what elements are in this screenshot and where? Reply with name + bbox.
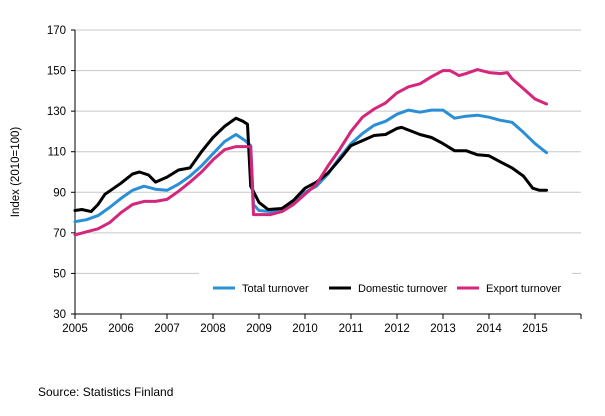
x-tick-label: 2010 — [292, 323, 318, 335]
series-line-export-turnover — [73, 68, 548, 237]
gridlines — [75, 29, 581, 274]
y-tick-label: 150 — [47, 66, 66, 78]
x-tick-label: 2007 — [154, 323, 180, 335]
legend-label: Total turnover — [242, 283, 309, 295]
x-tick-labels: 2005 2006 2007 2008 2009 2010 2011 2012 2013 2014… — [62, 323, 548, 335]
x-tick-label: 2013 — [430, 323, 456, 335]
y-tick-label: 90 — [53, 187, 66, 199]
source-note: Source: Statistics Finland — [38, 385, 173, 399]
x-tick-label: 2014 — [476, 323, 502, 335]
y-tick-label: 50 — [53, 268, 66, 280]
x-tick-label: 2015 — [522, 323, 548, 335]
series-line-domestic-turnover — [73, 116, 548, 214]
y-tick-label: 110 — [48, 147, 66, 159]
x-tick-label: 2011 — [339, 323, 364, 335]
x-tick-label: 2006 — [108, 323, 134, 335]
x-tick-label: 2008 — [200, 323, 226, 335]
y-tick-label: 70 — [53, 228, 66, 240]
y-tick-label: 30 — [53, 309, 66, 321]
x-tick-label: 2005 — [62, 323, 88, 335]
y-tick-label: 130 — [47, 106, 66, 118]
legend: Total turnover Domestic turnover Export tu… — [199, 270, 572, 310]
legend-label: Export turnover — [486, 283, 562, 295]
x-tick-label: 2012 — [384, 323, 410, 335]
x-tick-label: 2009 — [246, 323, 272, 335]
y-tick-labels: 30 50 70 90 110 130 150 170 — [47, 25, 66, 321]
axes — [71, 29, 582, 319]
y-axis-title: Index (2010=100) — [10, 127, 22, 218]
y-tick-label: 170 — [47, 25, 66, 37]
series-line-total-turnover — [73, 108, 548, 224]
legend-label: Domestic turnover — [358, 283, 448, 295]
series-lines — [73, 68, 548, 237]
legend-box — [199, 270, 572, 310]
